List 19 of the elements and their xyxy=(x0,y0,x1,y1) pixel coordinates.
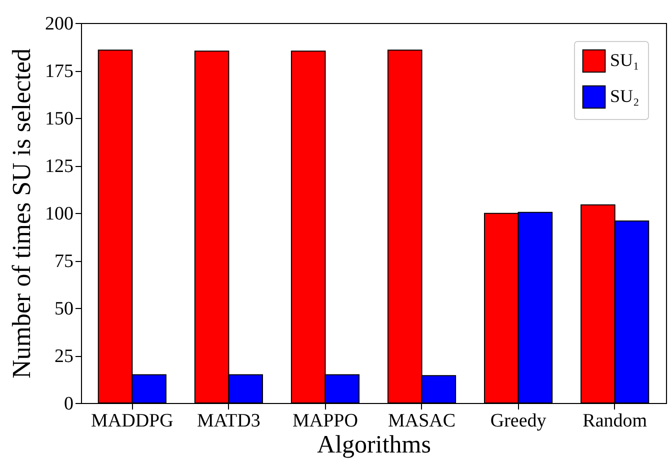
x-tick-label: Random xyxy=(582,410,648,432)
y-tick-label: 150 xyxy=(45,108,74,130)
y-tick-label: 50 xyxy=(54,298,74,320)
y-tick-label: 200 xyxy=(45,14,74,34)
legend-label: SU₂ xyxy=(610,86,640,106)
x-tick-label: MAPPO xyxy=(292,410,358,432)
legend-label: SU₁ xyxy=(610,50,640,70)
y-axis-title: Number of times SU is selected xyxy=(7,48,36,378)
y-tick-label: 75 xyxy=(54,251,74,272)
x-tick-label: MASAC xyxy=(388,410,456,432)
x-tick-label: MATD3 xyxy=(197,410,260,432)
x-tick-label: Greedy xyxy=(490,410,547,432)
y-tick-label: 125 xyxy=(45,156,74,177)
x-tick-label: MADDPG xyxy=(90,410,174,432)
y-tick-label: 100 xyxy=(45,204,74,224)
y-tick-label: 0 xyxy=(64,394,74,414)
y-tick-label: 175 xyxy=(45,61,74,82)
x-axis-title: Algorithms xyxy=(317,432,431,458)
y-tick-label: 25 xyxy=(54,346,74,367)
